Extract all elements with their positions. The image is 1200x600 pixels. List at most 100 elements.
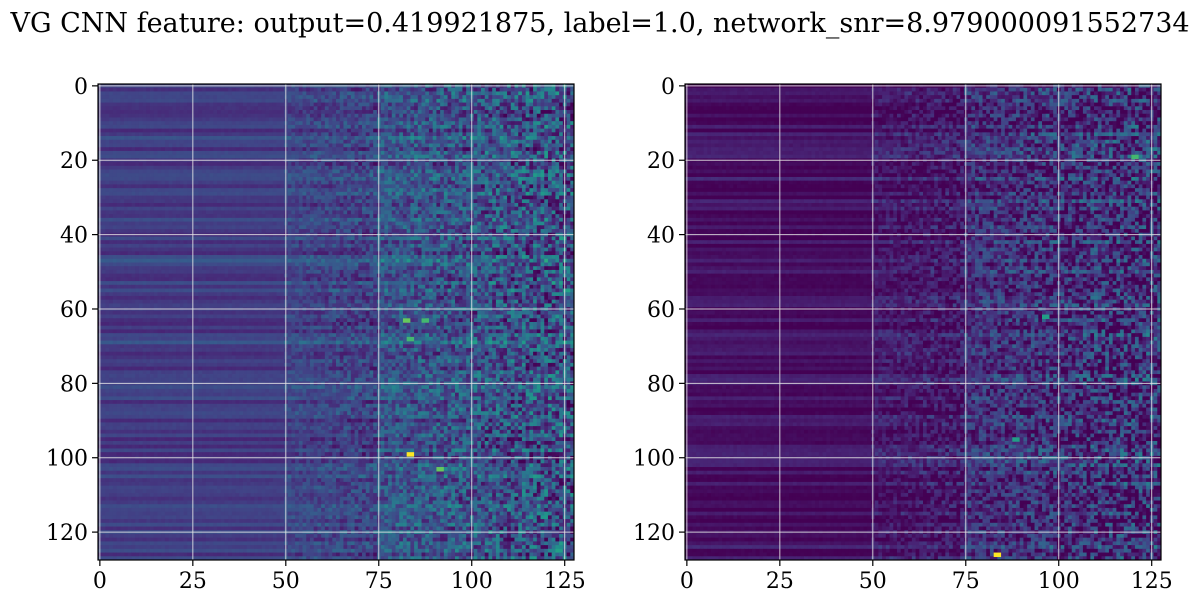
heatmap-cell [481, 110, 486, 115]
heatmap-cell [202, 150, 207, 156]
heatmap-cell [473, 165, 478, 170]
heatmap-cell [131, 143, 136, 148]
heatmap-cell [194, 154, 199, 159]
heatmap-cell [291, 117, 296, 122]
heatmap-cell [105, 221, 110, 226]
heatmap-cell [473, 169, 478, 174]
heatmap-cell [287, 221, 292, 226]
heatmap-cell [566, 95, 571, 100]
heatmap-cell [347, 225, 352, 230]
heatmap-cell [417, 136, 422, 141]
heatmap-cell [440, 217, 445, 222]
heatmap-cell [488, 110, 493, 115]
heatmap-cell [231, 139, 236, 144]
heatmap-cell [507, 214, 512, 219]
heatmap-cell [406, 199, 411, 204]
heatmap-cell [547, 117, 553, 122]
heatmap-cell [421, 173, 426, 178]
heatmap-cell [399, 203, 404, 208]
heatmap-cell [321, 124, 326, 130]
heatmap-cell [153, 188, 158, 193]
heatmap-cell [183, 136, 188, 141]
heatmap-cell [209, 169, 214, 174]
heatmap-cell [135, 210, 140, 215]
heatmap-cell [339, 147, 344, 152]
heatmap-cell [280, 124, 285, 130]
heatmap-cell [153, 217, 158, 222]
heatmap-cell [339, 136, 344, 141]
heatmap-cell [336, 110, 341, 115]
heatmap-cell [246, 98, 251, 103]
heatmap-cell [120, 165, 125, 170]
heatmap-cell [328, 217, 333, 222]
heatmap-cell [499, 203, 504, 208]
heatmap-cell [540, 113, 545, 118]
heatmap-cell [384, 217, 389, 222]
heatmap-cell [533, 117, 538, 122]
heatmap-cell [529, 217, 534, 222]
heatmap-cell [291, 124, 296, 130]
heatmap-cell [384, 203, 389, 208]
heatmap-cell [414, 147, 419, 152]
heatmap-cell [551, 191, 556, 196]
heatmap-cell [217, 87, 222, 92]
heatmap-cell [395, 117, 400, 122]
heatmap-cell [135, 110, 140, 115]
heatmap-cell [399, 132, 404, 137]
heatmap-cell [324, 98, 329, 103]
heatmap-cell [138, 169, 144, 174]
heatmap-cell [473, 217, 478, 222]
heatmap-cell [179, 191, 184, 196]
heatmap-cell [388, 110, 393, 115]
heatmap-cell [239, 117, 244, 122]
heatmap-cell [205, 214, 210, 219]
heatmap-cell [105, 169, 110, 174]
heatmap-cell [447, 188, 452, 193]
heatmap-cell [343, 184, 348, 189]
heatmap-cell [533, 221, 538, 226]
heatmap-cell [276, 165, 281, 170]
heatmap-cell [198, 87, 203, 92]
heatmap-cell [436, 106, 441, 111]
heatmap-cell [265, 154, 270, 159]
heatmap-cell [109, 121, 114, 126]
heatmap-cell [481, 221, 486, 226]
heatmap-cell [362, 98, 367, 103]
heatmap-cell [243, 221, 248, 226]
heatmap-cell [529, 98, 534, 103]
heatmap-cell [507, 154, 512, 159]
heatmap-cell [179, 210, 184, 215]
heatmap-cell [168, 95, 173, 100]
heatmap-cell [332, 128, 337, 133]
heatmap-cell [362, 121, 367, 126]
heatmap-cell [428, 143, 434, 148]
heatmap-cell [116, 139, 121, 144]
heatmap-cell [365, 217, 370, 222]
heatmap-cell [306, 143, 311, 148]
heatmap-cell [373, 106, 378, 111]
heatmap-cell [495, 165, 501, 170]
heatmap-cell [410, 195, 415, 200]
heatmap-cell [425, 102, 430, 107]
heatmap-cell [555, 110, 560, 115]
heatmap-cell [324, 87, 329, 92]
heatmap-cell [529, 191, 534, 196]
heatmap-cell [164, 128, 170, 133]
heatmap-cell [168, 217, 173, 222]
heatmap-cell [402, 203, 408, 208]
heatmap-cell [362, 162, 367, 167]
heatmap-cell [194, 128, 199, 133]
heatmap-cell [380, 206, 385, 211]
heatmap-cell [168, 203, 173, 208]
heatmap-cell [235, 102, 240, 107]
heatmap-cell [138, 98, 144, 103]
heatmap-cell [332, 132, 337, 137]
heatmap-cell [536, 139, 541, 144]
heatmap-cell [161, 221, 166, 226]
heatmap-cell [473, 184, 478, 189]
heatmap-cell [124, 91, 129, 96]
heatmap-cell [443, 195, 448, 200]
heatmap-cell [265, 147, 270, 152]
heatmap-cell [499, 195, 504, 200]
heatmap-cell [112, 113, 117, 118]
